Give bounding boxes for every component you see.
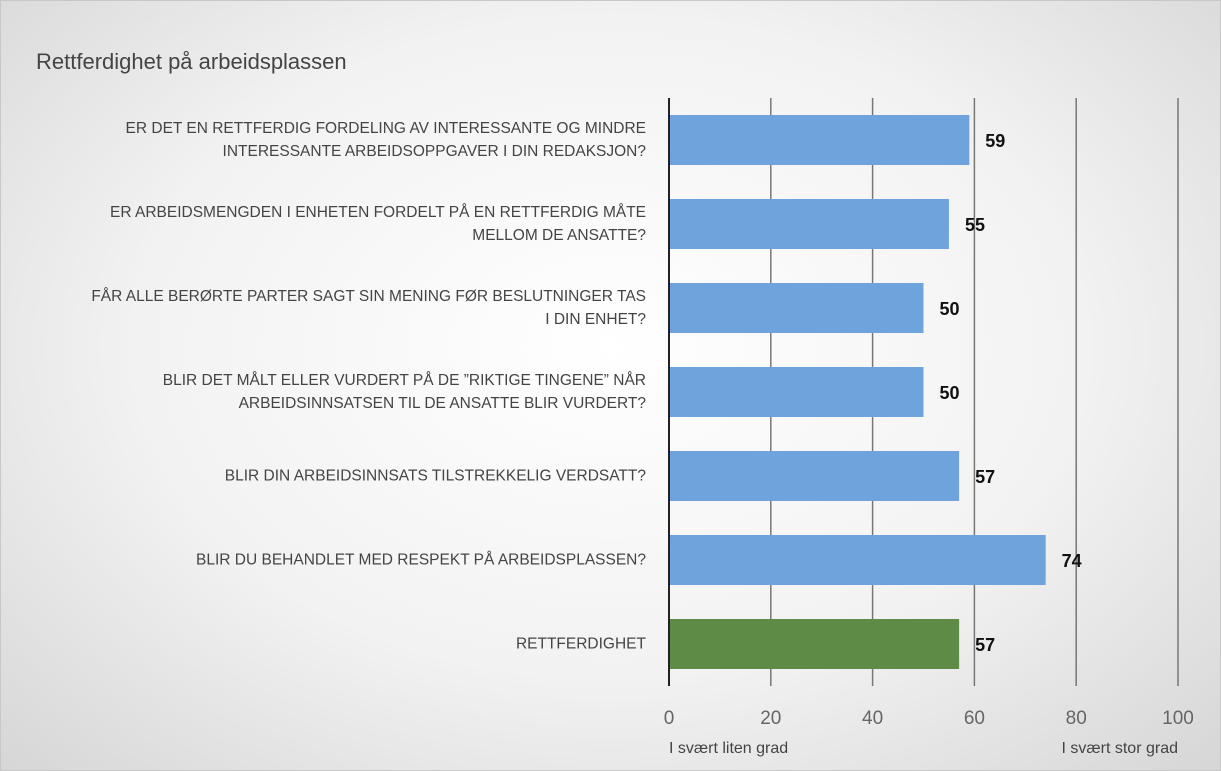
category-label: RETTFERDIGHET <box>515 635 646 653</box>
value-label: 57 <box>975 467 995 487</box>
value-label: 50 <box>940 299 960 319</box>
value-label: 55 <box>965 215 985 235</box>
bar <box>669 451 960 501</box>
value-label: 59 <box>985 131 1005 151</box>
value-label: 74 <box>1062 551 1082 571</box>
x-tick-label: 0 <box>664 708 675 729</box>
bar <box>669 115 970 165</box>
value-label: 50 <box>940 383 960 403</box>
x-low-label: I svært liten grad <box>669 740 788 757</box>
x-tick-label: 100 <box>1162 708 1194 729</box>
category-label: BLIR DU BEHANDLET MED RESPEKT PÅ ARBEIDS… <box>196 551 646 569</box>
x-tick-label: 40 <box>862 708 883 729</box>
category-label: BLIR DET MÅLT ELLER VURDERT PÅ DE ”RIKTI… <box>162 372 646 412</box>
bar <box>669 199 949 249</box>
x-tick-label: 20 <box>760 708 781 729</box>
x-tick-label: 80 <box>1066 708 1087 729</box>
x-high-label: I svært stor grad <box>1062 740 1178 757</box>
category-label: ER DET EN RETTFERDIG FORDELING AV INTERE… <box>125 120 646 160</box>
category-label: BLIR DIN ARBEIDSINNSATS TILSTREKKELIG VE… <box>224 467 646 485</box>
bar <box>669 283 924 333</box>
x-tick-label: 60 <box>964 708 985 729</box>
category-label: FÅR ALLE BERØRTE PARTER SAGT SIN MENING … <box>91 288 646 328</box>
bar <box>669 535 1046 585</box>
chart-title: Rettferdighet på arbeidsplassen <box>36 49 347 74</box>
value-label: 57 <box>975 635 995 655</box>
bar <box>669 619 960 669</box>
category-label: ER ARBEIDSMENGDEN I ENHETEN FORDELT PÅ E… <box>110 204 646 244</box>
bar <box>669 367 924 417</box>
